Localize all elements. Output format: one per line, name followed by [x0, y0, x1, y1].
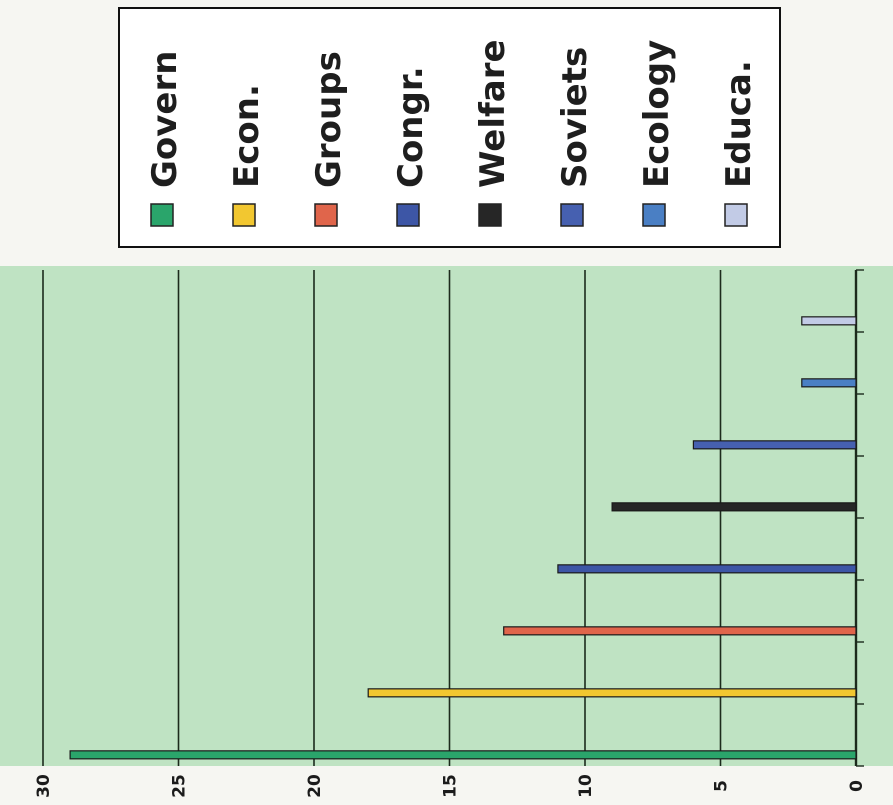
legend-swatch	[150, 203, 174, 227]
tick-label: 15	[441, 774, 461, 798]
plot-background	[0, 266, 893, 766]
legend-swatch	[642, 203, 666, 227]
bar	[557, 564, 857, 574]
bar	[69, 750, 857, 760]
legend-swatch	[478, 203, 502, 227]
legend-label: Econ.	[227, 84, 267, 188]
legend-label: Congr.	[391, 66, 431, 188]
tick-label: 25	[170, 774, 190, 798]
legend-swatch	[232, 203, 256, 227]
legend-label: Soviets	[555, 47, 595, 188]
tick-label: 0	[847, 780, 867, 792]
bar	[801, 378, 857, 388]
legend-swatch	[724, 203, 748, 227]
tick-label: 5	[712, 780, 732, 792]
legend-label: Welfare	[473, 39, 513, 188]
legend-swatch	[396, 203, 420, 227]
legend-label: Govern	[145, 51, 185, 188]
bar	[367, 688, 857, 698]
tick-label: 20	[305, 774, 325, 798]
legend-label: Ecology	[637, 40, 677, 188]
bar	[611, 502, 857, 512]
bar	[692, 440, 857, 450]
legend-label: Groups	[309, 51, 349, 188]
legend-swatch	[314, 203, 338, 227]
bar	[503, 626, 857, 636]
tick-label: 30	[34, 774, 54, 798]
legend-swatch	[560, 203, 584, 227]
legend: Govern Econ. Groups Congr. Welfare Soviets Eco…	[118, 7, 781, 248]
legend-label: Educa.	[719, 60, 759, 188]
plot-area: 0 5 10 15 20 25 30	[0, 266, 893, 798]
legend-box	[118, 7, 781, 248]
bar	[801, 316, 857, 326]
tick-label: 10	[576, 774, 596, 798]
